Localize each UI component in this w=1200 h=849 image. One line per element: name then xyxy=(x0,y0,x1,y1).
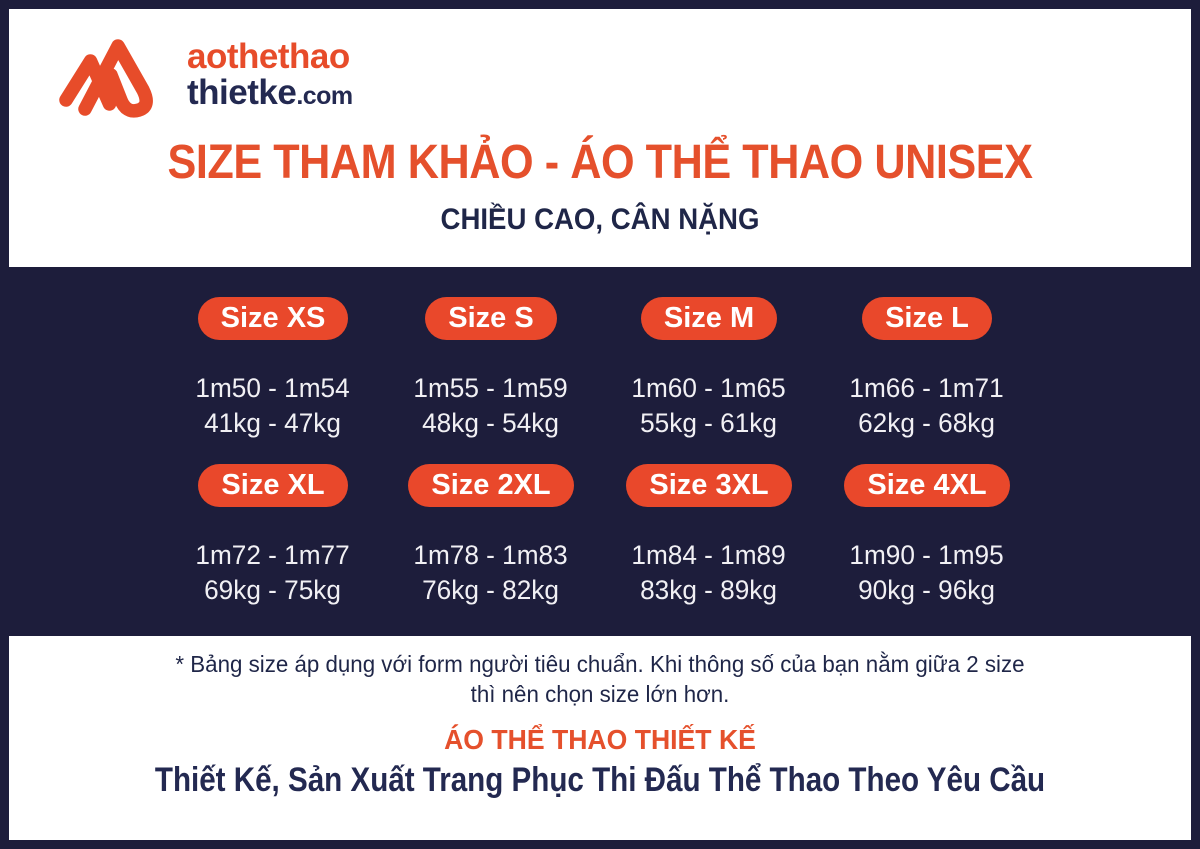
size-cell-m: Size M 1m60 - 1m65 55kg - 61kg xyxy=(600,267,818,441)
size-badge-m: Size M xyxy=(640,297,778,340)
size-cell-xl: Size XL 1m72 - 1m77 69kg - 75kg xyxy=(164,441,382,608)
size-badge-s: Size S xyxy=(425,297,557,340)
size-weight-range: 76kg - 82kg xyxy=(422,575,560,605)
size-values-s: 1m55 - 1m59 48kg - 54kg xyxy=(414,371,568,441)
footer-tagline: Thiết Kế, Sản Xuất Trang Phục Thi Đấu Th… xyxy=(154,761,1046,799)
size-badge-3xl: Size 3XL xyxy=(626,464,792,507)
brand-domain: .com xyxy=(296,81,353,110)
size-weight-range: 62kg - 68kg xyxy=(858,408,996,438)
size-height-range: 1m78 - 1m83 xyxy=(413,540,569,570)
size-weight-range: 83kg - 89kg xyxy=(640,575,778,605)
footer-heading: ÁO THỂ THAO THIẾT KẾ xyxy=(444,724,756,755)
size-height-range: 1m66 - 1m71 xyxy=(849,373,1005,403)
brand-wordmark: aothethao thietke.com xyxy=(187,36,353,114)
size-weight-range: 90kg - 96kg xyxy=(858,575,996,605)
page-title: SIZE THAM KHẢO - ÁO THỂ THAO UNISEX xyxy=(167,136,1033,189)
size-height-range: 1m72 - 1m77 xyxy=(195,540,351,570)
brand-name: thietke xyxy=(187,72,297,112)
size-weight-range: 69kg - 75kg xyxy=(204,575,342,605)
size-badge-xl: Size XL xyxy=(198,464,348,507)
brand-name-line2: thietke.com xyxy=(187,72,353,114)
size-badge-xs: Size XS xyxy=(197,297,349,340)
size-badge-l: Size L xyxy=(862,297,992,340)
header: aothethao thietke.com SIZE THAM KHẢO - Á… xyxy=(9,9,1191,267)
page-subtitle: CHIỀU CAO, CÂN NẶNG xyxy=(440,203,760,236)
size-height-range: 1m90 - 1m95 xyxy=(849,540,1005,570)
size-chart-section: Size XS 1m50 - 1m54 41kg - 47kg Size S 1… xyxy=(9,267,1191,636)
size-cell-xs: Size XS 1m50 - 1m54 41kg - 47kg xyxy=(164,267,382,441)
size-values-2xl: 1m78 - 1m83 76kg - 82kg xyxy=(414,538,568,608)
size-cell-l: Size L 1m66 - 1m71 62kg - 68kg xyxy=(818,267,1036,441)
size-height-range: 1m50 - 1m54 xyxy=(195,373,351,403)
footer-note-line1: * Bảng size áp dụng với form người tiêu … xyxy=(175,651,1025,677)
size-badge-2xl: Size 2XL xyxy=(408,464,574,507)
size-height-range: 1m55 - 1m59 xyxy=(413,373,569,403)
size-values-m: 1m60 - 1m65 55kg - 61kg xyxy=(632,371,786,441)
brand-a-icon xyxy=(55,33,177,119)
size-cell-4xl: Size 4XL 1m90 - 1m95 90kg - 96kg xyxy=(818,441,1036,608)
size-grid: Size XS 1m50 - 1m54 41kg - 47kg Size S 1… xyxy=(164,267,1036,608)
size-cell-2xl: Size 2XL 1m78 - 1m83 76kg - 82kg xyxy=(382,441,600,608)
size-values-xl: 1m72 - 1m77 69kg - 75kg xyxy=(196,538,350,608)
brand-name-line1: aothethao xyxy=(187,36,350,76)
size-weight-range: 55kg - 61kg xyxy=(640,408,778,438)
footer-note: * Bảng size áp dụng với form người tiêu … xyxy=(125,636,1076,709)
footer-note-line2: thì nên chọn size lớn hơn. xyxy=(470,681,730,707)
size-badge-4xl: Size 4XL xyxy=(844,464,1010,507)
size-cell-s: Size S 1m55 - 1m59 48kg - 54kg xyxy=(382,267,600,441)
size-weight-range: 48kg - 54kg xyxy=(422,408,560,438)
size-height-range: 1m84 - 1m89 xyxy=(631,540,787,570)
size-values-xs: 1m50 - 1m54 41kg - 47kg xyxy=(196,371,350,441)
size-cell-3xl: Size 3XL 1m84 - 1m89 83kg - 89kg xyxy=(600,441,818,608)
footer: * Bảng size áp dụng với form người tiêu … xyxy=(9,636,1191,840)
brand-logo: aothethao thietke.com xyxy=(55,33,353,119)
size-values-4xl: 1m90 - 1m95 90kg - 96kg xyxy=(850,538,1004,608)
size-values-l: 1m66 - 1m71 62kg - 68kg xyxy=(850,371,1004,441)
size-height-range: 1m60 - 1m65 xyxy=(631,373,787,403)
size-values-3xl: 1m84 - 1m89 83kg - 89kg xyxy=(632,538,786,608)
size-weight-range: 41kg - 47kg xyxy=(204,408,342,438)
